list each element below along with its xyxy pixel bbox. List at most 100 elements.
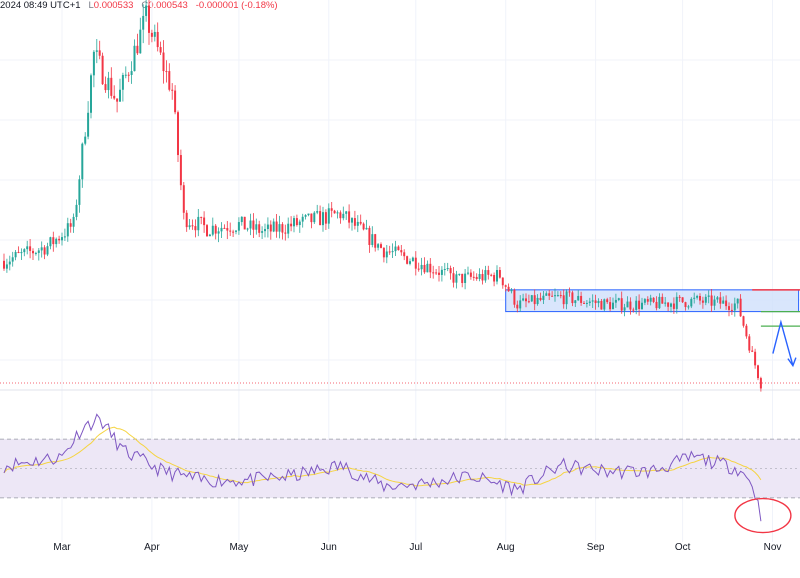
candle-body bbox=[406, 256, 409, 264]
candle-154 bbox=[449, 265, 452, 280]
candle-body bbox=[481, 274, 484, 281]
candle-201 bbox=[585, 300, 588, 308]
candle-body bbox=[368, 227, 371, 245]
x-tick-label-5: Aug bbox=[497, 542, 515, 553]
x-tick-label-0: Mar bbox=[53, 542, 71, 553]
candle-171 bbox=[498, 267, 501, 279]
candle-body bbox=[200, 216, 203, 218]
candle-92 bbox=[269, 220, 272, 240]
candle-115 bbox=[336, 210, 339, 219]
candle-205 bbox=[597, 298, 600, 308]
candle-body bbox=[179, 155, 182, 186]
candle-5 bbox=[17, 246, 20, 254]
candle-body bbox=[545, 293, 548, 296]
candle-body bbox=[443, 269, 446, 271]
candle-body bbox=[95, 50, 98, 52]
candle-body bbox=[736, 298, 739, 304]
candle-body bbox=[519, 300, 522, 309]
candle-74 bbox=[217, 227, 220, 243]
candle-body bbox=[81, 143, 84, 180]
candle-body bbox=[635, 300, 638, 310]
candle-14 bbox=[43, 245, 46, 260]
candle-152 bbox=[443, 262, 446, 276]
grid-lines bbox=[0, 0, 800, 542]
candle-234 bbox=[681, 297, 684, 303]
candle-245 bbox=[713, 295, 716, 311]
candle-211 bbox=[614, 293, 617, 308]
candle-body bbox=[252, 220, 255, 230]
candle-212 bbox=[617, 297, 620, 302]
candle-body bbox=[84, 136, 87, 144]
candle-body bbox=[722, 300, 725, 304]
candle-70 bbox=[206, 223, 208, 237]
candle-224 bbox=[652, 297, 655, 304]
candle-body bbox=[145, 5, 148, 16]
candle-225 bbox=[655, 296, 658, 311]
candle-6 bbox=[20, 248, 23, 261]
candle-body bbox=[536, 297, 539, 305]
candle-228 bbox=[664, 297, 667, 307]
candle-203 bbox=[591, 294, 594, 309]
candle-62 bbox=[182, 182, 185, 220]
candle-body bbox=[672, 303, 675, 309]
candle-100 bbox=[293, 215, 295, 233]
candle-215 bbox=[626, 296, 629, 308]
candle-218 bbox=[635, 296, 638, 315]
candle-223 bbox=[649, 294, 652, 306]
candle-body bbox=[411, 257, 414, 262]
candle-body bbox=[701, 300, 704, 303]
candle-body bbox=[26, 246, 29, 250]
candle-body bbox=[699, 296, 701, 301]
candle-183 bbox=[533, 289, 536, 311]
projection-arrowhead-icon bbox=[787, 357, 797, 368]
candle-240 bbox=[699, 293, 701, 305]
candle-body bbox=[371, 234, 374, 245]
candle-body bbox=[469, 272, 472, 277]
candle-body bbox=[333, 210, 336, 214]
candle-251 bbox=[730, 303, 733, 315]
candle-body bbox=[133, 45, 136, 72]
candle-52 bbox=[153, 24, 156, 42]
candle-106 bbox=[310, 213, 313, 229]
candle-body bbox=[449, 268, 452, 274]
candle-body bbox=[313, 212, 316, 223]
candle-body bbox=[603, 299, 606, 310]
candle-76 bbox=[223, 224, 226, 229]
candle-body bbox=[37, 250, 40, 253]
candle-15 bbox=[46, 242, 49, 257]
candle-227 bbox=[661, 293, 664, 304]
candle-body bbox=[261, 231, 264, 233]
candle-body bbox=[49, 237, 52, 247]
candle-body bbox=[32, 250, 34, 254]
candle-body bbox=[725, 300, 728, 307]
candle-body bbox=[130, 71, 133, 75]
header-datetime: 2024 08:49 UTC+1 bbox=[0, 0, 81, 11]
candle-body bbox=[588, 301, 591, 303]
candle-207 bbox=[603, 298, 606, 312]
candle-186 bbox=[542, 291, 545, 304]
candle-133 bbox=[388, 245, 391, 255]
candle-135 bbox=[394, 240, 397, 256]
candle-232 bbox=[675, 292, 678, 314]
candle-219 bbox=[638, 294, 641, 316]
candle-body bbox=[177, 112, 179, 156]
candle-144 bbox=[420, 257, 423, 276]
candle-11 bbox=[34, 251, 37, 256]
candle-73 bbox=[214, 224, 217, 240]
candle-body bbox=[336, 212, 339, 214]
candle-243 bbox=[707, 290, 710, 304]
candle-150 bbox=[438, 266, 440, 282]
candle-body bbox=[272, 221, 275, 232]
candle-182 bbox=[530, 294, 533, 303]
candle-239 bbox=[696, 294, 699, 300]
candle-body bbox=[290, 223, 293, 227]
candle-123 bbox=[359, 214, 362, 226]
candle-56 bbox=[165, 60, 168, 83]
candle-87 bbox=[255, 218, 258, 235]
candle-190 bbox=[554, 288, 556, 302]
candle-body bbox=[316, 211, 319, 213]
candle-body bbox=[484, 270, 487, 281]
candle-body bbox=[501, 277, 504, 286]
candle-body bbox=[435, 272, 438, 274]
